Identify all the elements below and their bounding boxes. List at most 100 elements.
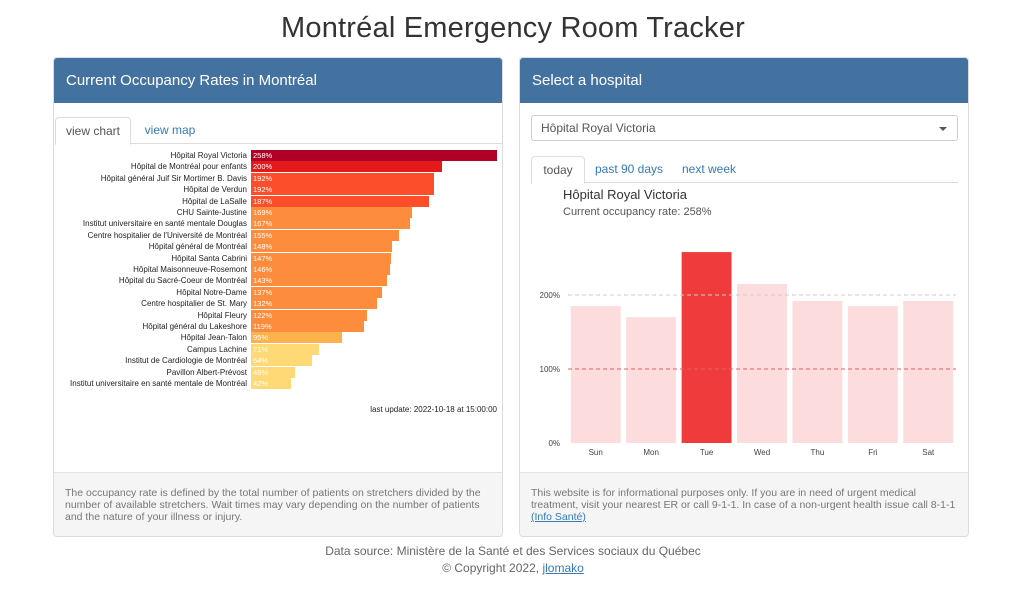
occupancy-bar-value: 132% [253,299,273,309]
occupancy-bar-value: 42% [253,379,269,388]
occupancy-bar-value: 122% [253,310,273,320]
occupancy-bar-value: 143% [253,276,273,286]
occupancy-bar-value: 119% [253,322,272,331]
occupancy-bar: 187% [251,195,430,207]
chevron-down-icon[interactable] [939,127,947,131]
occupancy-definition-text: The occupancy rate is defined by the tot… [65,487,481,523]
page-title: Montréal Emergency Room Tracker [281,12,745,44]
x-tick-label: Sun [589,448,603,457]
hospital-bar-label: Hôpital de LaSalle [182,196,247,206]
occupancy-bar: 137% [251,286,382,298]
occupancy-bar: 46% [251,366,295,378]
occupancy-bar: 192% [251,184,435,196]
tab-view-map[interactable]: view map [144,123,196,137]
occupancy-bar: 192% [251,172,435,184]
hospital-bar-label: Hôpital Santa Cabrini [171,253,247,263]
occupancy-bar-row: Campus Lachine 71% [54,343,502,355]
x-tick-label: Wed [754,448,770,457]
weekday-bar [626,317,677,443]
hospital-bar-label: Pavillon Albert-Prévost [166,367,247,377]
weekly-occupancy-chart: 0% 100% 200% Sun Mon Tue Wed Thu Fri Sat [540,252,956,457]
hospital-bar-label: Institut universitaire en santé mentale … [70,379,247,388]
occupancy-bar-row: Institut universitaire en santé mentale … [54,218,502,230]
occupancy-bar-row: Hôpital de Montréal pour enfants 200% [54,161,502,173]
occupancy-bar: 95% [251,332,342,344]
occupancy-bar: 64% [251,355,313,367]
time-range-tabs: today past 90 days next week [531,156,958,184]
occupancy-bar-row: Hôpital Royal Victoria 258% [54,150,502,161]
x-tick-label: Fri [868,448,878,457]
occupancy-panel: Current Occupancy Rates in Montréal view… [53,57,503,537]
occupancy-bar-row: Centre hospitalier de l'Université de Mo… [54,229,502,241]
occupancy-bar-value: 64% [253,356,269,366]
hospital-bar-label: Hôpital Notre-Dame [176,287,247,297]
occupancy-bar-row: Hôpital Fleury 122% [54,309,502,321]
occupancy-bar-row: Centre hospitalier de St. Mary 132% [54,298,502,310]
occupancy-bar-row: Hôpital Jean-Talon 95% [54,332,502,344]
occupancy-bar: 147% [251,252,392,264]
occupancy-bar-value: 192% [253,173,273,183]
disclaimer-text: This website is for informational purpos… [531,487,956,511]
y-tick-label: 0% [548,439,560,448]
occupancy-bar-value: 147% [253,253,273,263]
occupancy-bar-row: Hôpital de Verdun 192% [54,184,502,196]
weekday-bar [792,300,843,443]
copyright-text: © Copyright 2022, [442,561,540,575]
tab-past-90-days[interactable]: past 90 days [594,162,664,176]
hospital-bar-label: CHU Sainte-Justine [176,208,247,217]
weekday-bar [903,300,954,443]
occupancy-bar-value: 148% [253,242,273,252]
occupancy-bar-row: Hôpital de LaSalle 187% [54,195,502,207]
occupancy-bar-row: CHU Sainte-Justine 169% [54,207,502,218]
occupancy-bar-value: 71% [253,344,269,354]
occupancy-bar-row: Hôpital Santa Cabrini 147% [54,252,502,264]
hospital-bar-label: Centre hospitalier de St. Mary [141,299,247,309]
x-tick-label: Mon [643,448,659,457]
occupancy-bar-row: Hôpital général de Montréal 148% [54,241,502,253]
hospital-bar-label: Hôpital Royal Victoria [170,151,247,160]
occupancy-bar: 146% [251,264,391,275]
hospital-select[interactable]: Hôpital Royal Victoria [531,115,958,141]
hospital-bar-label: Hôpital Jean-Talon [180,333,247,343]
hospital-bar-label: Hôpital général Juif Sir Mortimer B. Dav… [100,173,247,183]
occupancy-bar-row: Institut universitaire en santé mentale … [54,378,502,389]
occupancy-bar-row: Hôpital général Juif Sir Mortimer B. Dav… [54,172,502,184]
hospital-select-value: Hôpital Royal Victoria [541,121,656,135]
occupancy-bar: 122% [251,309,368,321]
disclaimer-note: This website is for informational purpos… [520,472,968,536]
current-occupancy-rate: Current occupancy rate: 258% [563,206,712,218]
occupancy-bar-row: Pavillon Albert-Prévost 46% [54,366,502,378]
occupancy-bar: 167% [251,218,411,230]
x-tick-label: Tue [700,448,714,457]
weekday-bar [737,283,787,443]
occupancy-bar-row: Institut de Cardiologie de Montréal 64% [54,355,502,367]
tab-view-chart[interactable]: view chart [55,117,131,145]
weekday-bar [847,306,898,443]
info-sante-link[interactable]: (Info Santé) [531,511,586,523]
author-link[interactable]: jlomako [542,561,584,575]
occupancy-bar: 148% [251,241,393,253]
hospital-bar-label: Hôpital de Montréal pour enfants [130,162,247,172]
x-tick-label: Sat [922,448,935,457]
hospital-bar-label: Hôpital Fleury [197,310,247,320]
occupancy-bar-value: 46% [253,367,269,377]
occupancy-bar-value: 169% [253,208,273,217]
occupancy-bar: 143% [251,275,388,287]
occupancy-bar-value: 155% [253,230,273,240]
hospital-bar-label: Hôpital du Sacré-Coeur de Montréal [118,276,247,286]
occupancy-bar: 258% [251,150,497,161]
hospital-bar-label: Hôpital général du Lakeshore [142,322,247,331]
occupancy-bar-value: 192% [253,185,273,195]
occupancy-bar-value: 200% [253,162,273,172]
weekday-bar [570,306,621,443]
copyright-line: © Copyright 2022, jlomako [0,561,1026,575]
occupancy-bar-value: 187% [253,196,273,206]
tab-next-week[interactable]: next week [681,162,737,176]
occupancy-bar: 71% [251,343,319,355]
occupancy-bar: 42% [251,378,292,389]
tab-today[interactable]: today [531,156,585,184]
last-update-text: last update: 2022-10-18 at 15:00:00 [370,405,497,414]
occupancy-bar-row: Hôpital Maisonneuve-Rosemont 146% [54,264,502,275]
hospital-bar-label: Hôpital Maisonneuve-Rosemont [133,265,247,274]
occupancy-definition-note: The occupancy rate is defined by the tot… [54,472,502,536]
